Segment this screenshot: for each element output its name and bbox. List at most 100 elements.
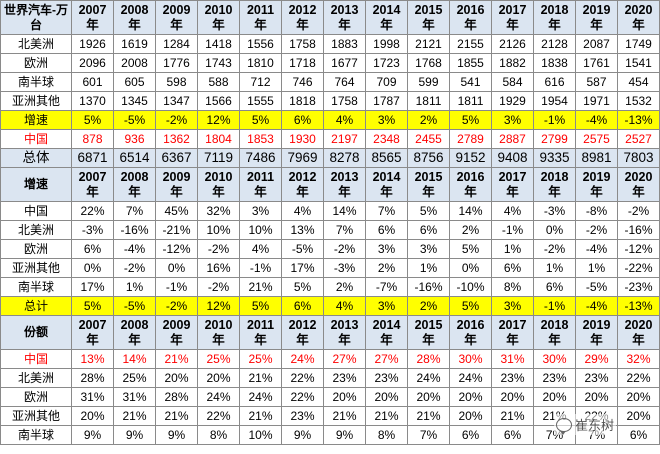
table-cell: 24% <box>239 387 282 407</box>
year-suffix: 年 <box>590 332 603 347</box>
table-cell: -23% <box>617 277 660 297</box>
row-label: 中国 <box>0 201 72 221</box>
year-number: 2012 <box>288 317 317 332</box>
row-label: 欧洲 <box>0 53 72 73</box>
section-header-row: 世界汽车-万台 2007 年 2008 年 2009 年 2010 年 2011 年 2012 年 201… <box>0 0 660 35</box>
table-cell: -22% <box>617 258 660 278</box>
year-suffix: 年 <box>170 184 183 199</box>
table-cell: -2% <box>155 110 198 130</box>
table-cell: 9408 <box>491 148 534 168</box>
table-cell: 21% <box>365 406 408 426</box>
table-cell: 17% <box>71 277 114 297</box>
year-header: 2016 年 <box>449 315 492 350</box>
year-header: 2010 年 <box>197 167 240 202</box>
table-cell: 20% <box>449 406 492 426</box>
table-cell: 1% <box>407 258 450 278</box>
table-cell: 1566 <box>197 91 240 111</box>
table-cell: 2% <box>407 296 450 316</box>
year-suffix: 年 <box>590 17 603 32</box>
table-cell: 21% <box>239 406 282 426</box>
year-header: 2012 年 <box>281 0 324 35</box>
table-cell: -5% <box>113 296 156 316</box>
table-cell: 31% <box>71 387 114 407</box>
table-cell: 1855 <box>449 53 492 73</box>
table-cell: 22% <box>281 368 324 388</box>
table-row: 总计 5% -5% -2% 12% 5% 6% 4% 3% 2% 5% 3% -1% -4% -13% <box>0 296 660 316</box>
year-header: 2016 年 <box>449 0 492 35</box>
table-row: 欧洲 2096 2008 1776 1743 1810 1718 1677 1723 1768 18… <box>0 53 660 73</box>
year-header: 2017 年 <box>491 167 534 202</box>
table-cell: -4% <box>575 110 618 130</box>
table-cell: -12% <box>617 239 660 259</box>
table-cell: 1347 <box>155 91 198 111</box>
year-number: 2014 <box>372 2 401 17</box>
row-label: 中国 <box>0 349 72 369</box>
table-cell: 10% <box>239 425 282 445</box>
table-cell: 3% <box>239 201 282 221</box>
table-cell: 29% <box>575 349 618 369</box>
year-number: 2012 <box>288 169 317 184</box>
table-cell: -2% <box>533 239 576 259</box>
year-suffix: 年 <box>170 332 183 347</box>
year-number: 2011 <box>246 2 275 17</box>
row-label: 南半球 <box>0 277 72 297</box>
table-cell: 1811 <box>407 91 450 111</box>
year-header: 2010 年 <box>197 315 240 350</box>
table-cell: 6% <box>449 425 492 445</box>
table-cell: 9% <box>71 425 114 445</box>
table-cell: 2527 <box>617 129 660 149</box>
year-header: 2009 年 <box>155 167 198 202</box>
table-cell: 1810 <box>239 53 282 73</box>
table-cell: 5% <box>281 277 324 297</box>
table-cell: 2348 <box>365 129 408 149</box>
table-cell: 712 <box>239 72 282 92</box>
row-label: 欧洲 <box>0 387 72 407</box>
year-suffix: 年 <box>338 332 351 347</box>
table-cell: 1930 <box>281 129 324 149</box>
table-cell: 1853 <box>239 129 282 149</box>
table-cell: 1758 <box>281 34 324 54</box>
year-number: 2010 <box>204 169 233 184</box>
table-cell: -2% <box>617 201 660 221</box>
table-cell: 7803 <box>617 148 660 168</box>
table-cell: 599 <box>407 72 450 92</box>
table-cell: 23% <box>533 368 576 388</box>
table-cell: 8756 <box>407 148 450 168</box>
year-header: 2018 年 <box>533 315 576 350</box>
table-cell: 6% <box>407 220 450 240</box>
table-cell: 5% <box>449 296 492 316</box>
table-cell: 1838 <box>533 53 576 73</box>
table-cell: 1768 <box>407 53 450 73</box>
row-label: 北美洲 <box>0 220 72 240</box>
year-number: 2016 <box>456 317 485 332</box>
year-suffix: 年 <box>296 332 309 347</box>
table-cell: 1749 <box>617 34 660 54</box>
table-cell: 0% <box>71 258 114 278</box>
table-cell: 9335 <box>533 148 576 168</box>
table-cell: 1% <box>533 258 576 278</box>
table-cell: -16% <box>407 277 450 297</box>
table-cell: -3% <box>533 201 576 221</box>
table-cell: 20% <box>575 387 618 407</box>
table-cell: 2096 <box>71 53 114 73</box>
table-row: 中国 878 936 1362 1804 1853 1930 2197 2348 2455 2789… <box>0 129 660 149</box>
section-header-label: 世界汽车-万台 <box>0 0 72 35</box>
year-number: 2015 <box>414 2 443 17</box>
table-cell: 2789 <box>449 129 492 149</box>
table-cell: 878 <box>71 129 114 149</box>
year-suffix: 年 <box>128 184 141 199</box>
table-cell: 1418 <box>197 34 240 54</box>
year-suffix: 年 <box>590 184 603 199</box>
table-cell: 587 <box>575 72 618 92</box>
year-header: 2014 年 <box>365 167 408 202</box>
table-cell: 28% <box>155 387 198 407</box>
table-cell: 21% <box>113 406 156 426</box>
row-label: 总计 <box>0 296 72 316</box>
table-cell: 13% <box>71 349 114 369</box>
row-label: 亚洲其他 <box>0 91 72 111</box>
table-cell: 8981 <box>575 148 618 168</box>
table-cell: 9% <box>323 425 366 445</box>
table-cell: 25% <box>113 368 156 388</box>
year-header: 2011 年 <box>239 167 282 202</box>
table-cell: 601 <box>71 72 114 92</box>
